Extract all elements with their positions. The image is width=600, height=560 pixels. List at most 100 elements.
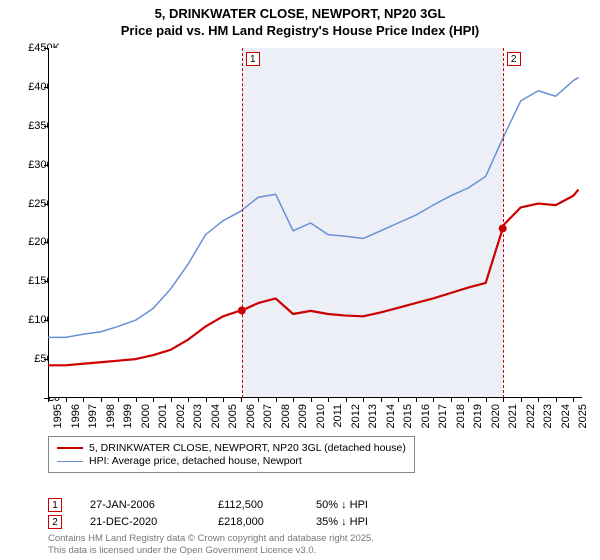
x-tick-label: 2008	[280, 404, 292, 428]
x-tick-mark	[258, 398, 259, 402]
x-tick-mark	[363, 398, 364, 402]
x-tick-label: 2025	[577, 404, 589, 428]
x-tick-label: 2000	[140, 404, 152, 428]
x-tick-mark	[241, 398, 242, 402]
x-tick-label: 2021	[507, 404, 519, 428]
sale-price: £112,500	[218, 499, 288, 511]
x-tick-mark	[398, 398, 399, 402]
y-tick-mark	[44, 281, 48, 282]
y-tick-mark	[44, 204, 48, 205]
x-tick-mark	[206, 398, 207, 402]
x-tick-mark	[153, 398, 154, 402]
x-tick-mark	[101, 398, 102, 402]
x-tick-mark	[503, 398, 504, 402]
event-marker-1: 1	[246, 52, 260, 66]
x-tick-label: 1996	[70, 404, 82, 428]
x-tick-mark	[311, 398, 312, 402]
x-tick-label: 2020	[490, 404, 502, 428]
legend: 5, DRINKWATER CLOSE, NEWPORT, NP20 3GL (…	[48, 436, 415, 473]
x-tick-label: 2014	[385, 404, 397, 428]
y-tick-mark	[44, 320, 48, 321]
x-tick-label: 2024	[560, 404, 572, 428]
x-tick-mark	[223, 398, 224, 402]
x-tick-label: 2010	[315, 404, 327, 428]
x-tick-label: 1999	[122, 404, 134, 428]
x-tick-mark	[556, 398, 557, 402]
legend-label: HPI: Average price, detached house, Newp…	[89, 455, 302, 467]
legend-swatch	[57, 461, 83, 462]
x-tick-mark	[468, 398, 469, 402]
x-tick-label: 2002	[175, 404, 187, 428]
legend-label: 5, DRINKWATER CLOSE, NEWPORT, NP20 3GL (…	[89, 442, 406, 454]
x-tick-mark	[328, 398, 329, 402]
x-tick-mark	[486, 398, 487, 402]
x-tick-mark	[573, 398, 574, 402]
x-tick-mark	[538, 398, 539, 402]
x-tick-label: 2004	[210, 404, 222, 428]
x-tick-mark	[416, 398, 417, 402]
x-tick-mark	[381, 398, 382, 402]
y-tick-mark	[44, 48, 48, 49]
chart-container: 5, DRINKWATER CLOSE, NEWPORT, NP20 3GL P…	[0, 0, 600, 560]
sales-table: 1 27-JAN-2006 £112,500 50% ↓ HPI 2 21-DE…	[48, 495, 396, 532]
title-line1: 5, DRINKWATER CLOSE, NEWPORT, NP20 3GL	[0, 6, 600, 21]
x-tick-mark	[48, 398, 49, 402]
x-tick-label: 2001	[157, 404, 169, 428]
legend-row: HPI: Average price, detached house, Newp…	[57, 455, 406, 467]
x-tick-mark	[276, 398, 277, 402]
x-tick-label: 2023	[542, 404, 554, 428]
legend-row: 5, DRINKWATER CLOSE, NEWPORT, NP20 3GL (…	[57, 442, 406, 454]
y-tick-mark	[44, 87, 48, 88]
x-tick-mark	[66, 398, 67, 402]
attribution-line1: Contains HM Land Registry data © Crown c…	[48, 533, 374, 544]
x-tick-mark	[83, 398, 84, 402]
x-tick-mark	[433, 398, 434, 402]
sale-date: 27-JAN-2006	[90, 499, 190, 511]
x-tick-label: 2011	[332, 404, 344, 428]
x-tick-label: 1998	[105, 404, 117, 428]
x-tick-mark	[188, 398, 189, 402]
x-tick-label: 2009	[297, 404, 309, 428]
x-tick-label: 2012	[350, 404, 362, 428]
title-line2: Price paid vs. HM Land Registry's House …	[0, 23, 600, 38]
sale-relation: 35% ↓ HPI	[316, 516, 396, 528]
x-tick-label: 2007	[262, 404, 274, 428]
x-tick-label: 1995	[52, 404, 64, 428]
x-tick-label: 2016	[420, 404, 432, 428]
event-marker-2: 2	[507, 52, 521, 66]
title-block: 5, DRINKWATER CLOSE, NEWPORT, NP20 3GL P…	[0, 0, 600, 38]
event-line-2	[503, 48, 504, 398]
sale-row: 1 27-JAN-2006 £112,500 50% ↓ HPI	[48, 498, 396, 512]
sale-marker-1: 1	[48, 498, 62, 512]
sale-relation: 50% ↓ HPI	[316, 499, 396, 511]
sale-marker-2: 2	[48, 515, 62, 529]
y-tick-mark	[44, 165, 48, 166]
series-price_paid	[48, 190, 578, 366]
x-tick-label: 2003	[192, 404, 204, 428]
x-tick-mark	[451, 398, 452, 402]
x-tick-mark	[171, 398, 172, 402]
sale-date: 21-DEC-2020	[90, 516, 190, 528]
x-tick-label: 2018	[455, 404, 467, 428]
y-tick-mark	[44, 242, 48, 243]
x-tick-label: 2022	[525, 404, 537, 428]
chart-area: 1 2	[48, 48, 582, 398]
x-tick-label: 2006	[245, 404, 257, 428]
y-tick-mark	[44, 359, 48, 360]
x-tick-mark	[293, 398, 294, 402]
x-tick-mark	[136, 398, 137, 402]
x-tick-label: 2005	[227, 404, 239, 428]
x-tick-mark	[118, 398, 119, 402]
attribution-line2: This data is licensed under the Open Gov…	[48, 545, 374, 556]
x-tick-label: 2013	[367, 404, 379, 428]
sale-price: £218,000	[218, 516, 288, 528]
x-tick-mark	[346, 398, 347, 402]
x-tick-label: 1997	[87, 404, 99, 428]
sale-row: 2 21-DEC-2020 £218,000 35% ↓ HPI	[48, 515, 396, 529]
x-tick-mark	[521, 398, 522, 402]
series-hpi	[48, 78, 578, 338]
legend-swatch	[57, 447, 83, 449]
event-line-1	[242, 48, 243, 398]
x-tick-label: 2019	[472, 404, 484, 428]
x-tick-label: 2017	[437, 404, 449, 428]
